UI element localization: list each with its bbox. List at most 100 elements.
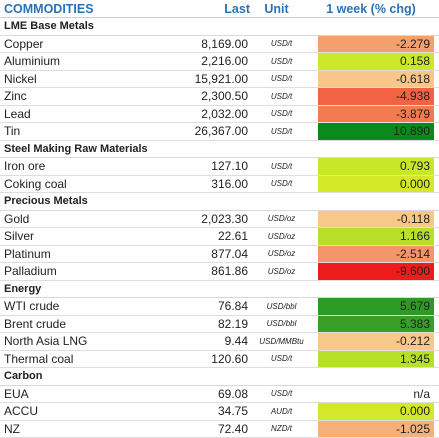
unit-label: NZD/t bbox=[250, 424, 313, 433]
group-header: Carbon bbox=[0, 368, 439, 386]
table-header: COMMODITIES Last Unit 1 week (% chg) bbox=[0, 0, 439, 18]
commodity-name: Thermal coal bbox=[0, 352, 180, 366]
commodity-name: Coking coal bbox=[0, 177, 180, 191]
weekly-change: 1.345 bbox=[318, 351, 434, 368]
commodity-name: Iron ore bbox=[0, 159, 180, 173]
last-price: 861.86 bbox=[180, 264, 250, 278]
last-price: 2,032.00 bbox=[180, 107, 250, 121]
header-commodities: COMMODITIES bbox=[0, 2, 205, 16]
unit-label: USD/t bbox=[250, 57, 313, 66]
weekly-change: 0.793 bbox=[318, 158, 434, 175]
last-price: 8,169.00 bbox=[180, 37, 250, 51]
unit-label: USD/t bbox=[250, 162, 313, 171]
commodity-name: North Asia LNG bbox=[0, 334, 180, 348]
last-price: 2,216.00 bbox=[180, 54, 250, 68]
unit-label: USD/t bbox=[250, 39, 313, 48]
weekly-change: -3.879 bbox=[318, 106, 434, 123]
weekly-change: 0.000 bbox=[318, 176, 434, 193]
weekly-change: 0.158 bbox=[318, 53, 434, 70]
group-header: Steel Making Raw Materials bbox=[0, 141, 439, 159]
weekly-change: -1.025 bbox=[318, 421, 434, 438]
commodity-name: NZ bbox=[0, 422, 180, 436]
unit-label: USD/oz bbox=[250, 214, 313, 223]
unit-label: USD/t bbox=[250, 389, 313, 398]
last-price: 26,367.00 bbox=[180, 124, 250, 138]
commodity-name: ACCU bbox=[0, 404, 180, 418]
weekly-change: -0.618 bbox=[318, 71, 434, 88]
unit-label: USD/t bbox=[250, 92, 313, 101]
last-price: 15,921.00 bbox=[180, 72, 250, 86]
group-header: Precious Metals bbox=[0, 193, 439, 211]
unit-label: USD/t bbox=[250, 74, 313, 83]
commodity-name: Zinc bbox=[0, 89, 180, 103]
unit-label: USD/bbl bbox=[250, 302, 313, 311]
weekly-change: -0.212 bbox=[318, 333, 434, 350]
unit-label: AUD/t bbox=[250, 407, 313, 416]
unit-label: USD/oz bbox=[250, 232, 313, 241]
weekly-change: -2.279 bbox=[318, 36, 434, 53]
last-price: 120.60 bbox=[180, 352, 250, 366]
commodity-name: WTI crude bbox=[0, 299, 180, 313]
weekly-change: -0.118 bbox=[318, 211, 434, 228]
last-price: 76.84 bbox=[180, 299, 250, 313]
unit-label: USD/oz bbox=[250, 249, 313, 258]
commodity-name: Gold bbox=[0, 212, 180, 226]
unit-label: USD/t bbox=[250, 354, 313, 363]
header-change: 1 week (% chg) bbox=[303, 2, 439, 16]
last-price: 82.19 bbox=[180, 317, 250, 331]
weekly-change: -9.600 bbox=[318, 263, 434, 280]
last-price: 877.04 bbox=[180, 247, 250, 261]
unit-label: USD/MMBtu bbox=[250, 337, 313, 346]
unit-label: USD/t bbox=[250, 179, 313, 188]
last-price: 2,023.30 bbox=[180, 212, 250, 226]
last-price: 34.75 bbox=[180, 404, 250, 418]
weekly-change: 10.890 bbox=[318, 123, 434, 140]
commodity-name: Lead bbox=[0, 107, 180, 121]
last-price: 316.00 bbox=[180, 177, 250, 191]
unit-label: USD/oz bbox=[250, 267, 313, 276]
weekly-change: 5.383 bbox=[318, 316, 434, 333]
commodity-name: Platinum bbox=[0, 247, 180, 261]
weekly-change: 0.000 bbox=[318, 403, 434, 420]
weekly-change: -4.938 bbox=[318, 88, 434, 105]
commodity-name: EUA bbox=[0, 387, 180, 401]
group-header: Energy bbox=[0, 281, 439, 299]
last-price: 72.40 bbox=[180, 422, 250, 436]
last-price: 9.44 bbox=[180, 334, 250, 348]
unit-label: USD/t bbox=[250, 109, 313, 118]
last-price: 22.61 bbox=[180, 229, 250, 243]
commodity-name: Palladium bbox=[0, 264, 180, 278]
unit-label: USD/bbl bbox=[250, 319, 313, 328]
commodity-name: Nickel bbox=[0, 72, 180, 86]
weekly-change: -2.514 bbox=[318, 246, 434, 263]
weekly-change: 1.166 bbox=[318, 228, 434, 245]
commodity-name: Brent crude bbox=[0, 317, 180, 331]
header-last: Last bbox=[205, 2, 250, 16]
commodity-name: Tin bbox=[0, 124, 180, 138]
weekly-change: n/a bbox=[318, 386, 434, 403]
commodity-name: Copper bbox=[0, 37, 180, 51]
commodity-name: Silver bbox=[0, 229, 180, 243]
last-price: 127.10 bbox=[180, 159, 250, 173]
